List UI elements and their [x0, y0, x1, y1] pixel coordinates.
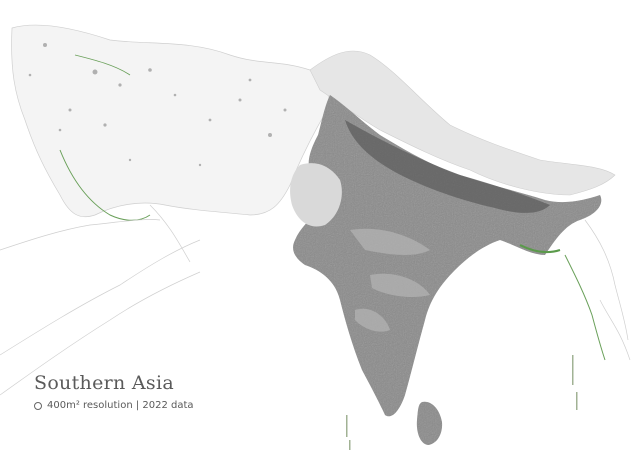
myanmar-coast — [564, 254, 606, 361]
island-chains — [346, 355, 578, 450]
western-region-sparse — [11, 24, 331, 221]
thar-desert-patch — [290, 163, 342, 227]
himalaya-region — [309, 50, 616, 196]
gangetic-plain-dense — [345, 120, 550, 213]
border-lines — [0, 204, 631, 396]
map-caption: Southern Asia 400m² resolution | 2022 da… — [34, 372, 194, 411]
map-subtitle: 400m² resolution | 2022 data — [47, 400, 194, 411]
ring-icon — [34, 401, 42, 410]
arabian-coast — [0, 219, 161, 251]
deccan-light-streaks — [350, 228, 430, 332]
map-title: Southern Asia — [34, 372, 174, 394]
bangladesh-delta-coast — [519, 244, 561, 254]
map-subtitle-row: 400m² resolution | 2022 data — [34, 400, 194, 411]
